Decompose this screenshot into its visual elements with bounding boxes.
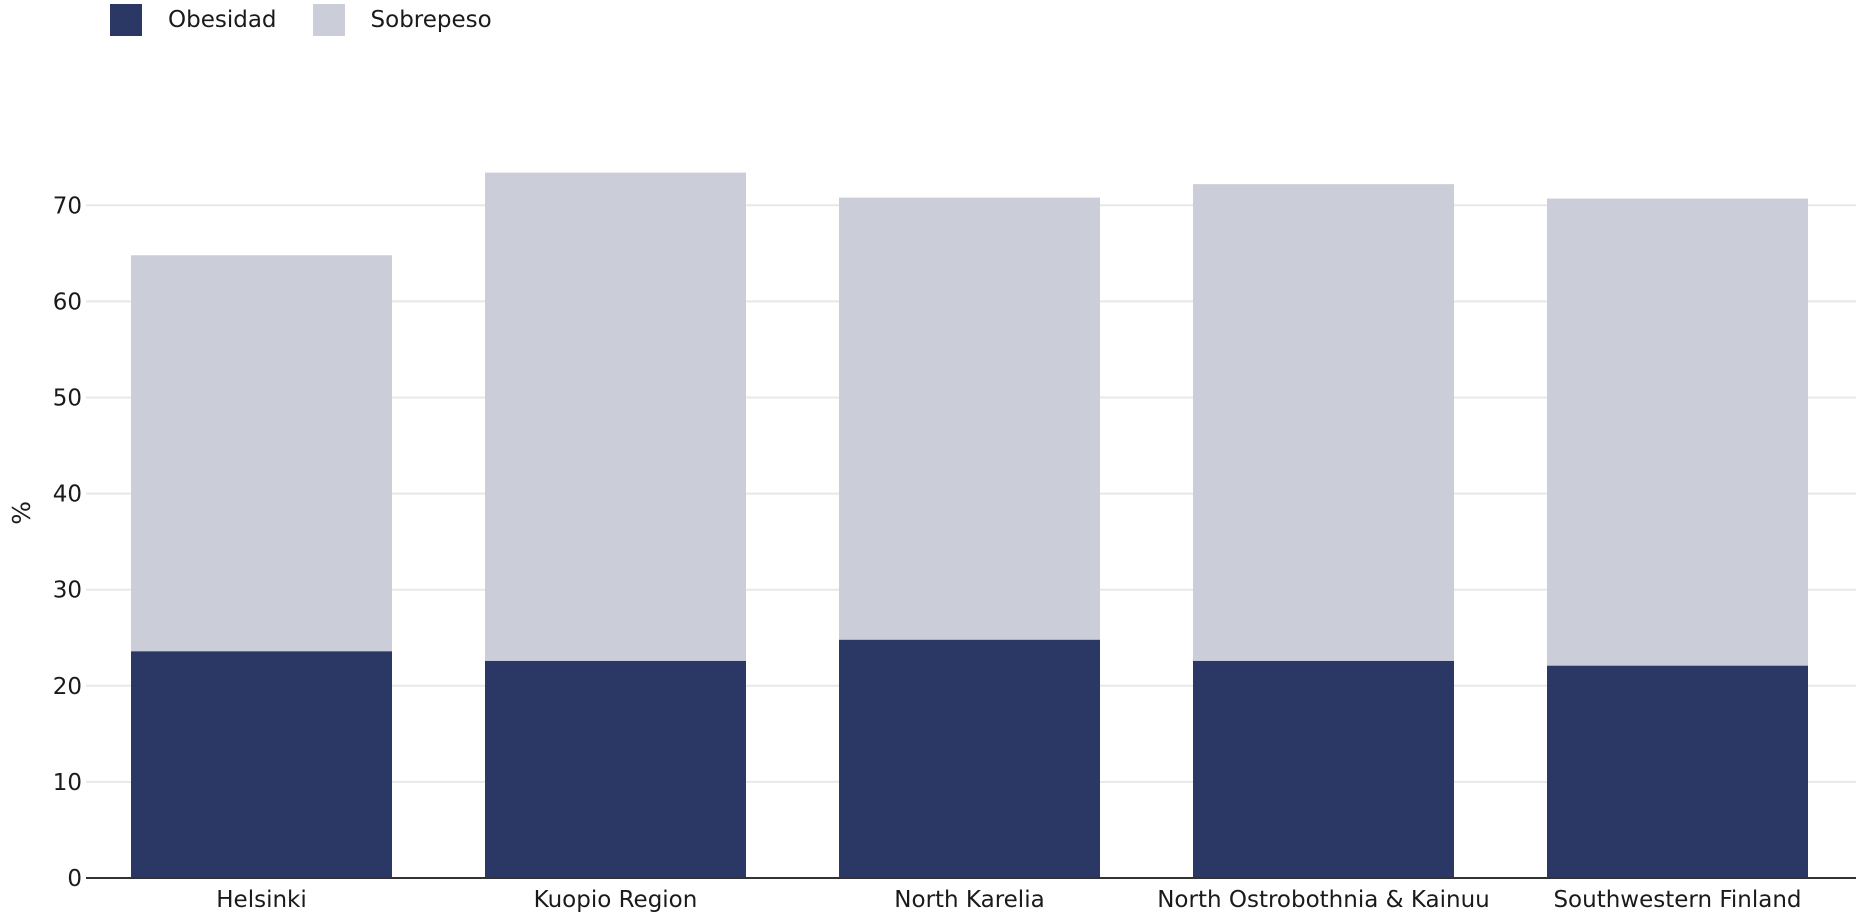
x-tick-label-0: Helsinki	[216, 887, 307, 913]
y-tick-label-30: 30	[53, 578, 82, 604]
bar-sobrepeso-3	[1193, 184, 1454, 661]
bar-obesidad-1	[485, 660, 746, 878]
x-tick-label-3: North Ostrobothnia & Kainuu	[1157, 887, 1490, 913]
bar-obesidad-2	[839, 639, 1100, 878]
bar-sobrepeso-0	[131, 255, 392, 652]
y-tick-label-70: 70	[53, 193, 82, 219]
y-tick-label-40: 40	[53, 482, 82, 508]
x-tick-label-1: Kuopio Region	[534, 887, 698, 913]
legend-label-obesidad: Obesidad	[168, 7, 277, 33]
y-tick-label-20: 20	[53, 674, 82, 700]
bar-sobrepeso-1	[485, 172, 746, 661]
legend-item-obesidad: Obesidad	[110, 4, 277, 36]
y-axis-title: %	[7, 501, 36, 525]
bar-sobrepeso-2	[839, 197, 1100, 640]
bar-obesidad-4	[1547, 665, 1808, 878]
legend-label-sobrepeso: Sobrepeso	[370, 7, 492, 33]
x-tick-label-4: Southwestern Finland	[1553, 887, 1801, 913]
bar-obesidad-0	[131, 651, 392, 878]
legend-swatch-sobrepeso	[312, 4, 345, 36]
y-tick-label-0: 0	[67, 866, 82, 892]
bar-sobrepeso-4	[1547, 198, 1808, 666]
chart-legend: Obesidad Sobrepeso	[110, 4, 528, 36]
legend-swatch-obesidad	[110, 4, 142, 36]
bar-obesidad-3	[1193, 660, 1454, 878]
x-tick-label-2: North Karelia	[894, 887, 1044, 913]
y-tick-label-60: 60	[53, 289, 82, 315]
y-tick-label-50: 50	[53, 386, 82, 412]
legend-item-sobrepeso: Sobrepeso	[312, 4, 492, 36]
y-tick-label-10: 10	[53, 770, 82, 796]
